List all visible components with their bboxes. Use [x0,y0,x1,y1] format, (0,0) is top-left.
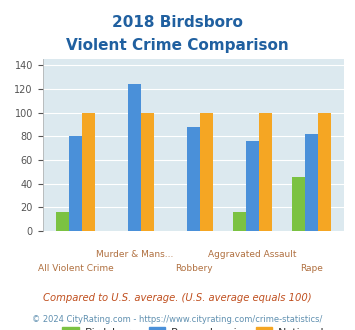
Bar [128,84,141,231]
Text: Rape: Rape [300,264,323,273]
Bar [305,134,318,231]
Bar [187,127,200,231]
Bar [259,113,272,231]
Bar [141,113,154,231]
Text: Aggravated Assault: Aggravated Assault [208,250,296,259]
Text: All Violent Crime: All Violent Crime [38,264,114,273]
Bar [246,141,259,231]
Bar [233,212,246,231]
Legend: Birdsboro, Pennsylvania, National: Birdsboro, Pennsylvania, National [58,322,329,330]
Bar [292,177,305,231]
Bar [200,113,213,231]
Bar [69,136,82,231]
Text: Compared to U.S. average. (U.S. average equals 100): Compared to U.S. average. (U.S. average … [43,293,312,303]
Text: © 2024 CityRating.com - https://www.cityrating.com/crime-statistics/: © 2024 CityRating.com - https://www.city… [32,315,323,324]
Bar [82,113,95,231]
Text: 2018 Birdsboro: 2018 Birdsboro [112,15,243,30]
Text: Robbery: Robbery [175,264,212,273]
Bar [318,113,331,231]
Bar [56,212,69,231]
Text: Violent Crime Comparison: Violent Crime Comparison [66,38,289,53]
Text: Murder & Mans...: Murder & Mans... [96,250,173,259]
